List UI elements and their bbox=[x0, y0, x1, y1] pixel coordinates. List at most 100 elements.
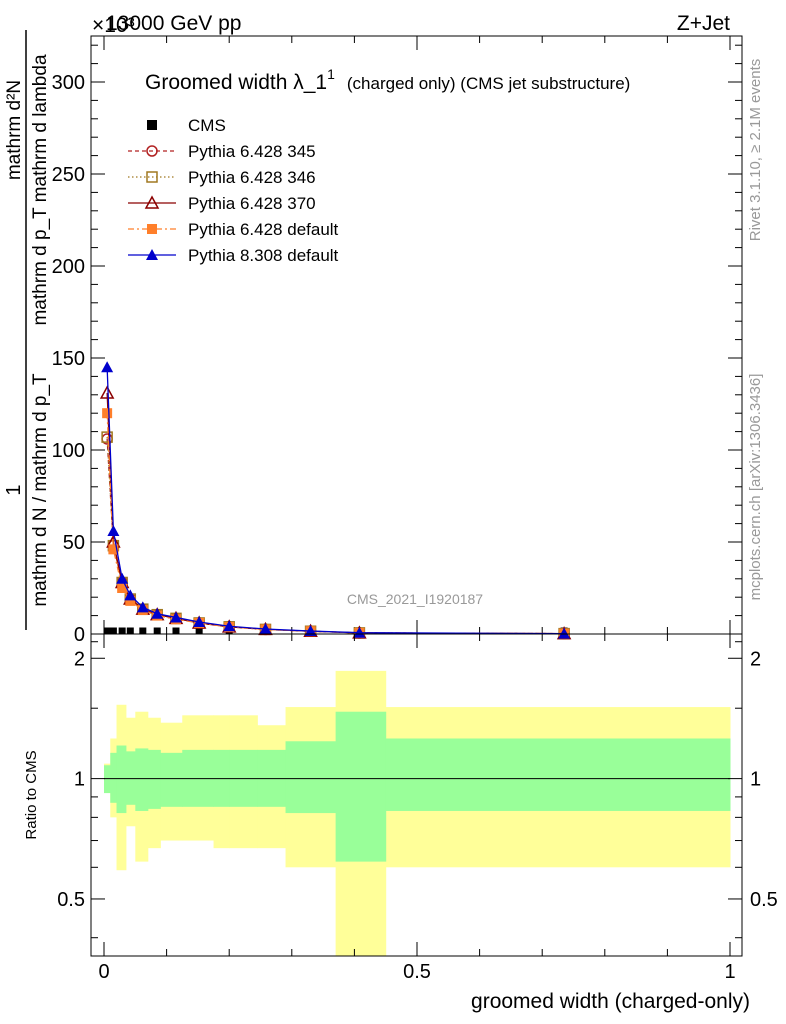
ratio-x-tick-label: 0.5 bbox=[403, 961, 431, 983]
data-point bbox=[558, 627, 571, 639]
ratio-y-tick-label-right: 0.5 bbox=[750, 889, 778, 911]
stat-band-bin bbox=[135, 748, 149, 811]
ratio-bands bbox=[104, 670, 731, 956]
main-y-tick-label: 50 bbox=[63, 532, 85, 554]
series-pythia-6-428-default bbox=[102, 408, 570, 639]
legend-marker bbox=[144, 195, 160, 209]
data-point bbox=[172, 627, 180, 635]
legend-label: Pythia 6.428 370 bbox=[188, 194, 316, 213]
ratio-x-ticks: 0 0.5 1 bbox=[98, 634, 736, 983]
ylabel-denominator-2: mathrm d p_T mathrm d lambda bbox=[30, 54, 51, 325]
rivet-label: Rivet 3.1.10, ≥ 2.1M events bbox=[747, 59, 764, 242]
data-point bbox=[139, 627, 147, 635]
ratio-y-tick-label: 0.5 bbox=[57, 889, 85, 911]
series-line bbox=[106, 438, 565, 635]
data-point bbox=[193, 616, 206, 628]
series-pythia-8-308-default bbox=[101, 361, 571, 639]
x-axis-label: groomed width (charged-only) bbox=[471, 990, 750, 1013]
ratio-y-axis-label: Ratio to CMS bbox=[23, 750, 40, 839]
main-series-group bbox=[99, 361, 572, 640]
stat-band-bin bbox=[160, 752, 183, 807]
stat-band-bin bbox=[147, 749, 161, 809]
legend: CMS Pythia 6.428 345 Pythia 6.428 346 Pythi… bbox=[128, 116, 339, 265]
series-line bbox=[106, 392, 565, 635]
data-point bbox=[109, 627, 117, 635]
stat-band-bin bbox=[110, 752, 118, 803]
legend-entry: Pythia 6.428 default bbox=[128, 220, 339, 239]
ratio-x-tick-label: 0 bbox=[98, 961, 109, 983]
data-point bbox=[125, 595, 136, 606]
main-y-tick-label: 0 bbox=[74, 624, 85, 646]
legend-label: CMS bbox=[188, 116, 226, 135]
data-point bbox=[101, 431, 113, 443]
legend-marker bbox=[146, 145, 158, 157]
stat-band-bin bbox=[285, 741, 337, 814]
title-superscript: 1 bbox=[327, 66, 335, 82]
data-point bbox=[151, 607, 164, 619]
stat-band-bin bbox=[385, 738, 731, 811]
ylabel-denominator-1: mathrm d N / mathrm d p_T bbox=[30, 373, 51, 607]
axis-multiplier: ×10³ bbox=[92, 14, 135, 37]
data-point bbox=[304, 625, 317, 637]
data-point bbox=[108, 544, 119, 555]
data-point bbox=[153, 627, 161, 635]
ratio-y-tick-label-right: 2 bbox=[750, 648, 761, 670]
data-point bbox=[107, 524, 120, 536]
ratio-y-tick-label: 2 bbox=[74, 648, 85, 670]
data-point bbox=[103, 627, 111, 635]
ylabel-numerator-1: 1 bbox=[3, 484, 25, 495]
main-plot-title: Groomed width λ_11 (charged only) (CMS je… bbox=[145, 66, 630, 94]
legend-entry: Pythia 6.428 345 bbox=[128, 142, 316, 161]
series-line bbox=[106, 437, 565, 635]
main-y-axis-label: 1 mathrm d N / mathrm d p_T mathrm d²N m… bbox=[3, 30, 51, 630]
data-point bbox=[136, 601, 149, 613]
ylabel-numerator-2: mathrm d²N bbox=[4, 80, 25, 180]
series-line bbox=[106, 413, 565, 635]
main-y-tick-label: 100 bbox=[52, 440, 85, 462]
process-label: Z+Jet bbox=[677, 12, 730, 35]
legend-entry: Pythia 8.308 default bbox=[128, 246, 339, 265]
data-point bbox=[102, 408, 113, 419]
analysis-id-label: CMS_2021_I1920187 bbox=[347, 591, 483, 607]
main-y-ticks: 0 50 100 150 200 250 300 bbox=[52, 36, 742, 646]
stat-band-bin bbox=[116, 745, 127, 814]
data-point bbox=[117, 583, 128, 593]
ratio-y-tick-label: 1 bbox=[74, 769, 85, 791]
main-y-tick-label: 250 bbox=[52, 164, 85, 186]
data-point bbox=[99, 385, 115, 399]
legend-label: Pythia 8.308 default bbox=[188, 246, 339, 265]
series-line bbox=[106, 367, 565, 635]
data-point bbox=[124, 589, 137, 601]
stat-band-bin bbox=[125, 751, 136, 805]
site-label: mcplots.cern.ch [arXiv:1306.3436] bbox=[747, 374, 764, 601]
data-point bbox=[195, 627, 203, 635]
legend-marker bbox=[146, 171, 158, 183]
legend-label: Pythia 6.428 346 bbox=[188, 168, 316, 187]
ratio-y-ticks: 0.5 0.5 1 1 2 2 bbox=[57, 641, 778, 939]
series-pythia-6-428-346 bbox=[101, 431, 570, 640]
main-y-tick-label: 200 bbox=[52, 256, 85, 278]
ratio-panel: 0.5 0.5 1 1 2 2 0 0.5 1 Ratio to CMS groomed wi… bbox=[23, 633, 778, 1013]
stat-band-bin bbox=[335, 711, 387, 862]
legend-label: Pythia 6.428 default bbox=[188, 220, 339, 239]
data-point bbox=[116, 572, 129, 584]
title-suffix: (charged only) (CMS jet substructure) bbox=[347, 74, 630, 93]
series-pythia-6-428-345 bbox=[101, 433, 570, 640]
data-point bbox=[169, 611, 182, 623]
main-y-tick-label: 150 bbox=[52, 348, 85, 370]
title-main: Groomed width λ_1 bbox=[145, 71, 327, 94]
data-point bbox=[126, 627, 134, 635]
energy-label: 13000 GeV pp bbox=[106, 12, 241, 35]
data-point bbox=[259, 623, 272, 635]
ratio-x-tick-label: 1 bbox=[724, 961, 735, 983]
legend-entry: Pythia 6.428 346 bbox=[128, 168, 316, 187]
stat-band-bin bbox=[104, 765, 111, 794]
legend-entry: Pythia 6.428 370 bbox=[128, 194, 316, 213]
data-point bbox=[101, 361, 114, 373]
legend-entry: CMS bbox=[147, 116, 226, 135]
legend-marker bbox=[147, 224, 157, 234]
data-point bbox=[353, 626, 366, 638]
data-point bbox=[223, 620, 236, 632]
